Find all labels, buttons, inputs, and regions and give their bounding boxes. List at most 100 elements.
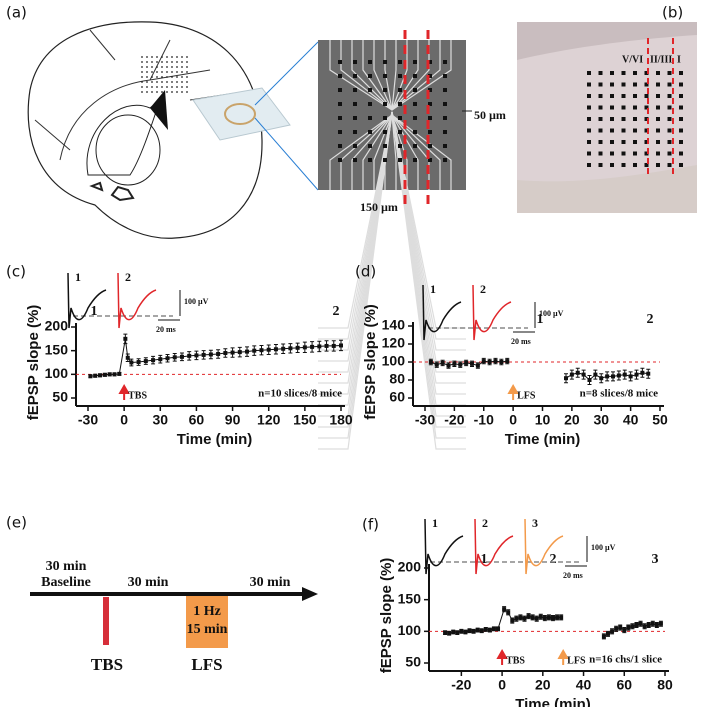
layer-label: I [677,54,681,65]
data-point [125,355,130,360]
photo-electrode [587,163,591,167]
ventricle-dark [150,90,168,130]
chip-electrode [353,144,357,148]
chip-electrode [368,158,372,162]
data-point [434,362,439,367]
data-point [475,628,480,633]
data-point [510,618,515,623]
photo-electrode [679,128,683,133]
chip-electrode [383,102,387,106]
data-point [471,629,476,634]
sample-note: n=10 slices/8 mice [258,388,342,400]
x-tick-label: 50 [652,412,668,428]
photo-electrode [587,140,591,144]
event-label: LFS [191,655,222,674]
data-point [628,374,633,379]
y-axis-title: fEPSP slope (%) [25,305,42,421]
photo-electrode [667,105,672,110]
data-point [165,356,170,361]
chip-lead [351,114,393,190]
photo-electrode [656,71,660,75]
phase-number: 3 [652,552,659,567]
data-point [487,360,492,364]
chip-electrodes [338,60,447,162]
photo-electrode [679,82,683,87]
chip-electrode [428,144,432,148]
chip-electrode [368,130,372,134]
photo-electrode [598,140,603,144]
photo-electrode [621,151,626,156]
chip-lead [351,40,393,111]
photo-electrode [656,117,660,121]
data-point [622,628,627,633]
photo-electrode [598,105,603,110]
photo-electrode [621,105,626,110]
data-point [107,372,112,377]
data-point [479,628,484,633]
x-tick-label: -30 [415,412,435,428]
photo-electrode [633,128,637,133]
data-point [187,353,192,358]
data-point [463,629,468,634]
chip-electrode [398,74,402,78]
data-point [559,615,564,620]
data-point [102,372,107,377]
data-point [237,350,242,355]
chip-electrode [428,60,432,64]
scale-label: 100 µV [539,309,564,318]
chip-electrode [413,130,417,134]
photo-electrode [644,105,649,110]
data-point [616,373,621,378]
layer-label: II/III [650,54,672,65]
data-point [459,629,464,634]
y-tick-label: 150 [398,590,422,606]
data-point [626,625,631,630]
layer-label: V/VI [622,54,643,65]
chip-electrode [398,144,402,148]
chip-electrode [338,74,342,78]
scale-label: 20 ms [156,325,176,334]
x-tick-label: 30 [593,412,609,428]
data-point [654,623,659,627]
photo-electrode [667,94,672,98]
data-point [646,371,651,376]
data-point [618,625,623,630]
y-axis-title: fEPSP slope (%) [378,558,395,674]
data-point [499,360,504,364]
chip-electrode [338,88,342,92]
chip-electrode [383,144,387,148]
data-point [538,614,543,619]
photo-electrode [667,82,672,87]
scale-label: 150 µm [360,200,398,214]
data-point [451,629,456,634]
chip-electrode [428,130,432,134]
data-point [266,347,271,352]
inset-label: 1 [75,270,81,284]
timeline-arrow [302,587,318,601]
data-point [339,343,343,348]
zoom-lines [254,41,319,191]
chip-lead [391,40,408,111]
data-point [569,372,574,377]
photo-electrode [644,82,649,87]
chip-electrode [338,60,342,64]
scale-label: 20 ms [511,337,531,346]
chip-lead [329,40,393,111]
data-point [605,374,610,379]
chip-lead [391,111,466,351]
chip-electrode [338,144,342,148]
chip-electrode [368,144,372,148]
photo-electrode [667,140,672,144]
chip-electrode [428,116,432,120]
data-point [123,336,128,341]
photo-electrode [656,82,660,87]
chip-electrode [383,60,387,64]
inset-trace [422,284,462,341]
chip-electrode [443,116,447,120]
electrode-overlay [138,55,188,95]
photo-electrode [610,105,614,110]
y-tick-label: 150 [45,341,69,357]
data-point [440,360,445,365]
chip-electrode [443,158,447,162]
